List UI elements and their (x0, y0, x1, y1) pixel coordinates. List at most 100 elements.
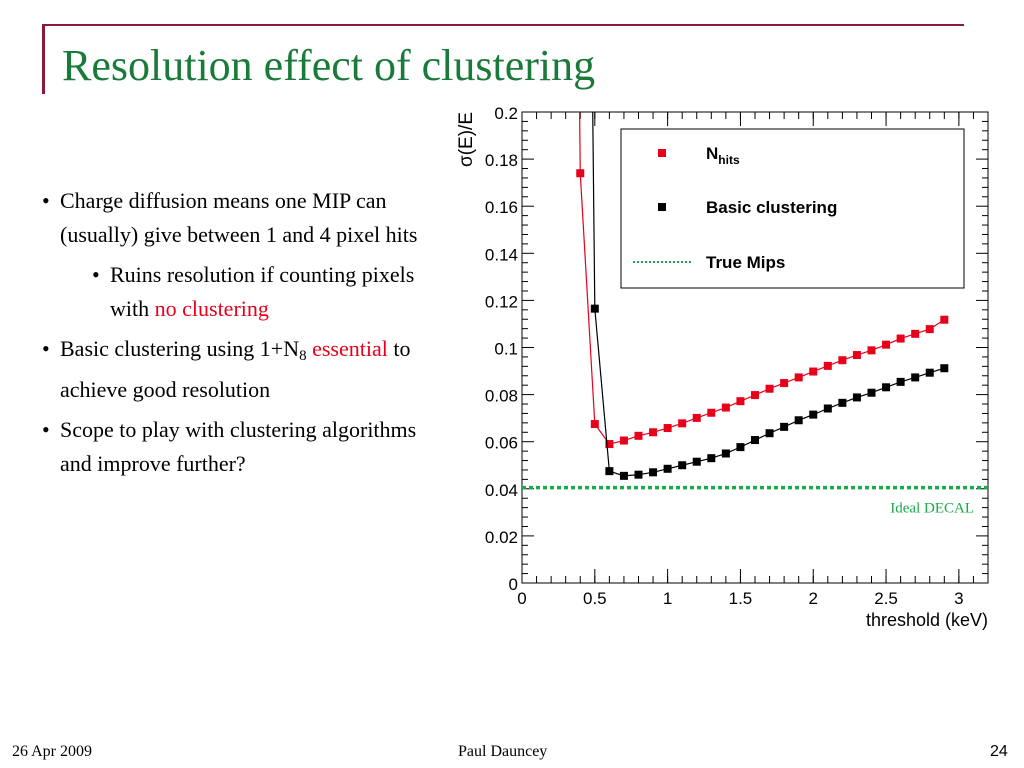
footer-author: Paul Dauncey (458, 743, 548, 760)
title-left-rule (42, 24, 45, 94)
data-point (838, 356, 847, 365)
data-point (852, 393, 861, 402)
data-point (940, 315, 949, 324)
data-point (649, 468, 658, 477)
data-point (911, 329, 920, 338)
x-tick-label: 0 (517, 589, 526, 608)
data-point (736, 443, 745, 452)
subscript-text: 8 (299, 348, 307, 364)
data-point (780, 379, 789, 388)
data-point (707, 408, 716, 417)
data-point (692, 413, 701, 422)
footer-date: 26 Apr 2009 (12, 743, 92, 760)
x-tick-label: 3 (954, 589, 963, 608)
data-point (678, 419, 687, 428)
data-point (794, 416, 803, 425)
data-point (678, 461, 687, 470)
data-point (634, 431, 643, 440)
y-tick-label: 0.02 (485, 528, 518, 547)
bullet-item: • Basic clustering using 1+N8 essential … (42, 332, 442, 407)
bullet-item: • Scope to play with clustering algorith… (42, 413, 442, 481)
data-point (736, 397, 745, 406)
data-point (896, 377, 905, 386)
x-axis-label: threshold (keV) (866, 610, 988, 630)
data-point (896, 334, 905, 343)
data-point (605, 440, 614, 449)
y-tick-label: 0.2 (494, 104, 518, 123)
x-tick-label: 1.5 (729, 589, 753, 608)
data-point (780, 422, 789, 431)
data-point (867, 388, 876, 397)
legend-label-nhits: Nhits (706, 144, 740, 167)
data-point (619, 436, 628, 445)
data-point (751, 436, 759, 445)
y-tick-label: 0.14 (485, 245, 518, 264)
legend-marker-nhits (658, 149, 666, 157)
y-tick-label: 0.04 (485, 481, 518, 500)
y-tick-label: 0 (509, 575, 518, 594)
x-tick-label: 2 (809, 589, 818, 608)
x-tick-label: 0.5 (583, 589, 607, 608)
bullet-marker: • (92, 262, 100, 287)
x-tick-label: 1 (663, 589, 672, 608)
data-point (663, 424, 672, 433)
data-point (721, 449, 730, 458)
data-point (925, 368, 934, 377)
y-tick-label: 0.18 (485, 151, 518, 170)
data-point (605, 467, 614, 476)
bullet-item: • Charge diffusion means one MIP can (us… (42, 184, 442, 252)
legend-label-basic: Basic clustering (706, 198, 837, 217)
legend-label-truemips: True Mips (706, 253, 785, 272)
data-point (838, 398, 847, 407)
data-point (852, 351, 861, 360)
data-point (911, 373, 920, 382)
data-point (663, 464, 672, 473)
bullet-marker: • (42, 417, 50, 442)
data-point (765, 429, 774, 438)
legend-marker-basic (658, 203, 666, 211)
data-point (823, 361, 832, 370)
data-point (809, 367, 818, 376)
data-point (809, 410, 818, 419)
bullet-text: Scope to play with clustering algorithms… (60, 417, 417, 476)
data-point (692, 457, 701, 466)
y-tick-label: 0.08 (485, 387, 518, 406)
data-point (867, 346, 876, 355)
data-point (751, 391, 759, 400)
y-tick-label: 0.1 (494, 340, 518, 359)
data-point (590, 420, 599, 429)
data-point (634, 470, 643, 479)
slide-title: Resolution effect of clustering (62, 41, 596, 90)
bullet-list: • Charge diffusion means one MIP can (us… (42, 184, 442, 487)
bullet-text: Basic clustering using 1+N (60, 336, 300, 361)
bullet-text: Ruins resolution if counting pixels with (110, 262, 415, 321)
y-tick-label: 0.06 (485, 434, 518, 453)
bullet-marker: • (42, 188, 50, 213)
data-point (619, 471, 628, 480)
annotation-ideal-decal: Ideal DECAL (890, 501, 974, 517)
data-point (940, 364, 949, 373)
resolution-chart: 0 0.02 0.04 0.06 0.08 0.1 0.12 0.14 0.16 0.18 0.2 0… (456, 104, 989, 630)
sub-bullet-item: • Ruins resolution if counting pixels wi… (92, 258, 442, 326)
highlight-text: no clustering (154, 296, 269, 321)
data-point (882, 383, 891, 392)
data-point (823, 404, 832, 413)
y-tick-label: 0.16 (485, 198, 518, 217)
bullet-text: to achieve good resolution (60, 336, 411, 402)
data-point (925, 325, 934, 334)
highlight-text: essential (312, 336, 388, 361)
data-point (882, 340, 891, 349)
data-point (721, 403, 730, 412)
data-point (649, 428, 658, 437)
data-point (590, 304, 599, 313)
y-tick-label: 0.12 (485, 292, 518, 311)
legend-label-nhits-sub: hits (718, 153, 740, 167)
y-axis-label: σ(E)/E (456, 112, 477, 167)
x-tick-label: 2.5 (874, 589, 898, 608)
page-number: 24 (990, 743, 1008, 760)
data-point (765, 384, 774, 393)
data-point (707, 454, 716, 463)
data-point (794, 373, 803, 382)
bullet-text: Charge diffusion means one MIP can (usua… (60, 188, 418, 247)
title-top-rule (42, 24, 964, 26)
